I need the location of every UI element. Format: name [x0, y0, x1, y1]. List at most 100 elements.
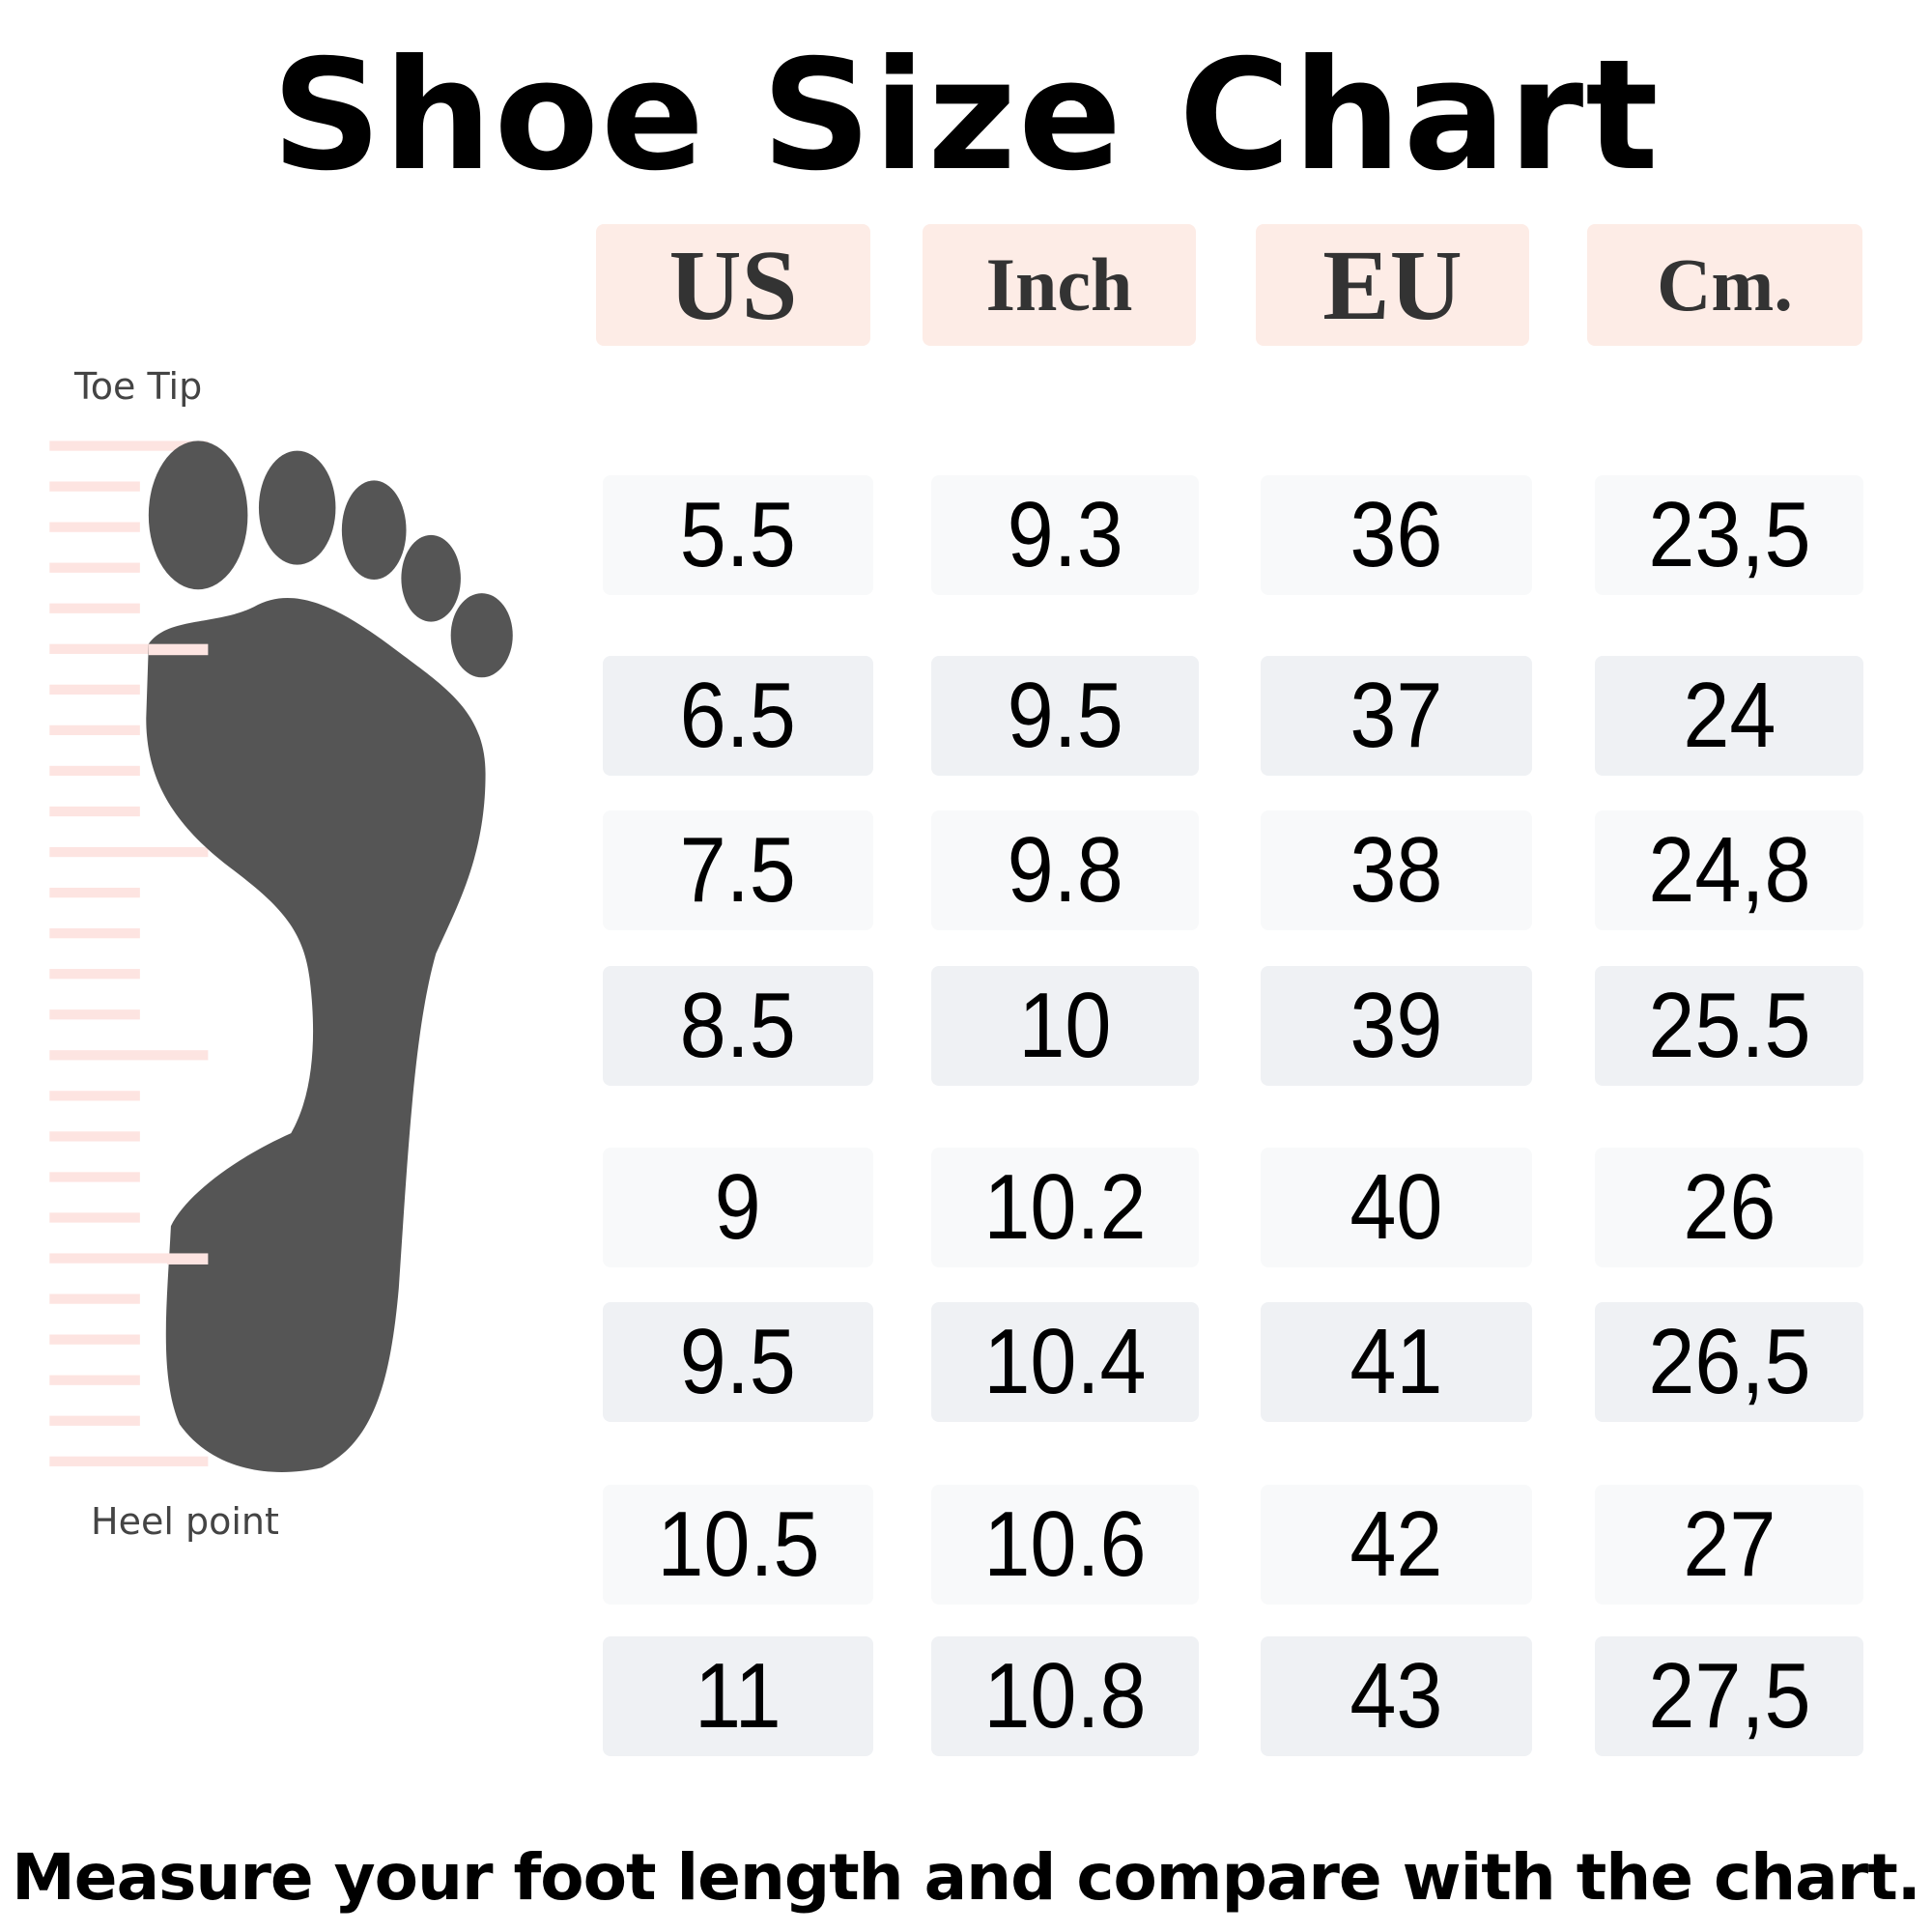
table-cell-inch: 9.5	[931, 656, 1199, 776]
cell-value: 42	[1350, 1492, 1443, 1596]
cell-value: 36	[1350, 483, 1443, 586]
cell-value: 39	[1350, 974, 1443, 1077]
table-cell-us: 7.5	[603, 810, 873, 930]
cell-value: 9.8	[1007, 818, 1123, 922]
cell-value: 25.5	[1647, 974, 1811, 1077]
ruler-tick	[49, 928, 140, 939]
page-title: Shoe Size Chart	[271, 27, 1661, 205]
table-cell-inch: 9.3	[931, 475, 1199, 595]
cell-value: 26	[1682, 1155, 1776, 1259]
cell-value: 24,8	[1647, 818, 1811, 922]
footer-instruction: Measure your foot length and compare wit…	[12, 1840, 1921, 1915]
header-cm: Cm.	[1587, 224, 1862, 346]
ruler	[49, 440, 209, 1466]
table-cell-eu: 41	[1261, 1302, 1532, 1422]
cell-value: 11	[695, 1644, 781, 1747]
table-cell-cm: 25.5	[1595, 966, 1863, 1086]
cell-value: 10.6	[983, 1492, 1147, 1596]
header-inch: Inch	[923, 224, 1196, 346]
cell-value: 9.5	[1007, 664, 1123, 767]
ruler-tick	[49, 806, 140, 817]
ruler-tick	[49, 1172, 140, 1182]
table-cell-us: 9	[603, 1148, 873, 1267]
ruler-tick	[49, 1415, 140, 1426]
ruler-tick	[49, 440, 209, 451]
cell-value: 38	[1350, 818, 1443, 922]
table-cell-us: 8.5	[603, 966, 873, 1086]
table-cell-inch: 10.4	[931, 1302, 1199, 1422]
table-cell-inch: 10.2	[931, 1148, 1199, 1267]
ruler-tick	[49, 1293, 140, 1304]
cell-value: 10	[1018, 974, 1112, 1077]
ruler-tick	[49, 724, 140, 736]
table-cell-us: 5.5	[603, 475, 873, 595]
ruler-tick	[49, 1009, 140, 1020]
ruler-tick	[49, 1131, 140, 1142]
ruler-tick	[49, 603, 140, 613]
ruler-tick	[49, 1456, 209, 1466]
cell-value: 27,5	[1647, 1644, 1811, 1747]
cell-value: 5.5	[679, 483, 797, 586]
header-us: US	[596, 224, 870, 346]
table-cell-cm: 24,8	[1595, 810, 1863, 930]
ruler-tick	[49, 887, 140, 898]
cell-value: 10.4	[983, 1310, 1147, 1413]
cell-value: 7.5	[679, 818, 797, 922]
table-cell-eu: 38	[1261, 810, 1532, 930]
heel-point-label: Heel point	[91, 1500, 279, 1543]
table-cell-eu: 36	[1261, 475, 1532, 595]
ruler-tick	[49, 1091, 140, 1101]
cell-value: 10.2	[983, 1155, 1147, 1259]
cell-value: 37	[1350, 664, 1443, 767]
table-cell-cm: 26	[1595, 1148, 1863, 1267]
cell-value: 9	[714, 1155, 762, 1259]
table-cell-us: 9.5	[603, 1302, 873, 1422]
table-cell-eu: 39	[1261, 966, 1532, 1086]
table-cell-cm: 27	[1595, 1485, 1863, 1605]
table-cell-cm: 26,5	[1595, 1302, 1863, 1422]
ruler-tick	[49, 765, 140, 777]
cell-value: 9.5	[679, 1310, 797, 1413]
cell-value: 23,5	[1647, 483, 1811, 586]
ruler-tick	[49, 643, 209, 654]
table-cell-us: 10.5	[603, 1485, 873, 1605]
cell-value: 10.5	[656, 1492, 820, 1596]
table-cell-cm: 23,5	[1595, 475, 1863, 595]
table-cell-inch: 10	[931, 966, 1199, 1086]
cell-value: 41	[1350, 1310, 1443, 1413]
cell-value: 9.3	[1007, 483, 1123, 586]
ruler-tick	[49, 1212, 140, 1223]
ruler-tick	[49, 1334, 140, 1345]
cell-value: 8.5	[679, 974, 797, 1077]
ruler-tick	[49, 846, 209, 858]
cell-value: 10.8	[983, 1644, 1147, 1747]
ruler-tick	[49, 481, 140, 492]
cell-value: 40	[1350, 1155, 1443, 1259]
ruler-tick	[49, 1253, 209, 1264]
foot-icon	[146, 440, 513, 1472]
table-cell-eu: 40	[1261, 1148, 1532, 1267]
table-cell-eu: 37	[1261, 656, 1532, 776]
table-cell-us: 11	[603, 1636, 873, 1756]
cell-value: 26,5	[1647, 1310, 1811, 1413]
ruler-tick	[49, 969, 140, 980]
ruler-tick	[49, 1375, 140, 1385]
table-cell-inch: 9.8	[931, 810, 1199, 930]
table-cell-inch: 10.8	[931, 1636, 1199, 1756]
table-cell-cm: 24	[1595, 656, 1863, 776]
cell-value: 24	[1682, 664, 1776, 767]
toe-tip-label: Toe Tip	[74, 365, 203, 408]
ruler-tick	[49, 522, 140, 532]
table-cell-inch: 10.6	[931, 1485, 1199, 1605]
table-cell-cm: 27,5	[1595, 1636, 1863, 1756]
ruler-tick	[49, 684, 140, 695]
table-cell-us: 6.5	[603, 656, 873, 776]
cell-value: 43	[1350, 1644, 1443, 1747]
header-eu: EU	[1256, 224, 1529, 346]
ruler-tick	[49, 1050, 209, 1061]
table-cell-eu: 43	[1261, 1636, 1532, 1756]
cell-value: 6.5	[679, 664, 797, 767]
ruler-tick	[49, 562, 140, 573]
table-cell-eu: 42	[1261, 1485, 1532, 1605]
